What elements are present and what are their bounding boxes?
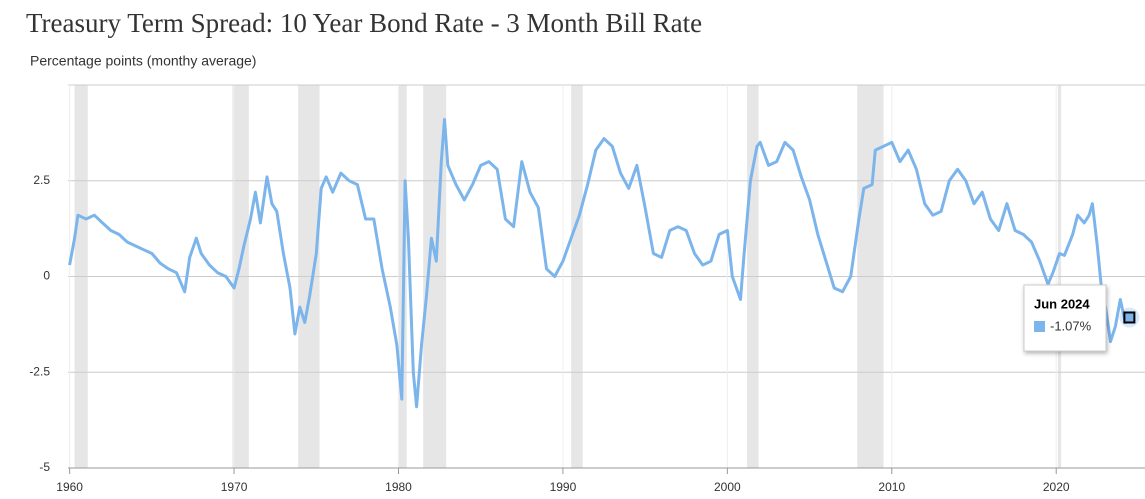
- plot: [68, 118, 1131, 409]
- x-tick-label: 1990: [550, 480, 577, 494]
- line-series: [68, 118, 1131, 409]
- tooltip-swatch: [1034, 321, 1045, 332]
- x-tick-label: 1980: [385, 480, 412, 494]
- y-tick-label: -2.5: [29, 364, 50, 378]
- x-tick-label: 1970: [221, 480, 248, 494]
- grid: -5 -2.5 0 2.5 1960 1970 1980 1990 2000 2010 2020: [29, 84, 1145, 494]
- tooltip-label: Jun 2024: [1034, 296, 1090, 311]
- y-tick-label: 0: [43, 269, 50, 283]
- x-tick-label: 2020: [1043, 480, 1070, 494]
- y-tick-label: -5: [39, 460, 50, 474]
- x-tick-label: 1960: [56, 480, 83, 494]
- tooltip-box: [1023, 284, 1107, 352]
- chart-title: Treasury Term Spread: 10 Year Bond Rate …: [26, 8, 702, 38]
- x-tick-label: 2010: [878, 480, 905, 494]
- tooltip-value: -1.07%: [1050, 318, 1092, 333]
- highlight-point: [1123, 311, 1136, 324]
- y-tick-label: 2.5: [33, 173, 50, 187]
- x-tick-label: 2000: [714, 480, 741, 494]
- tooltip: Jun 2024 -1.07%: [1023, 284, 1140, 352]
- chart-subtitle: Percentage points (monthy average): [30, 53, 256, 69]
